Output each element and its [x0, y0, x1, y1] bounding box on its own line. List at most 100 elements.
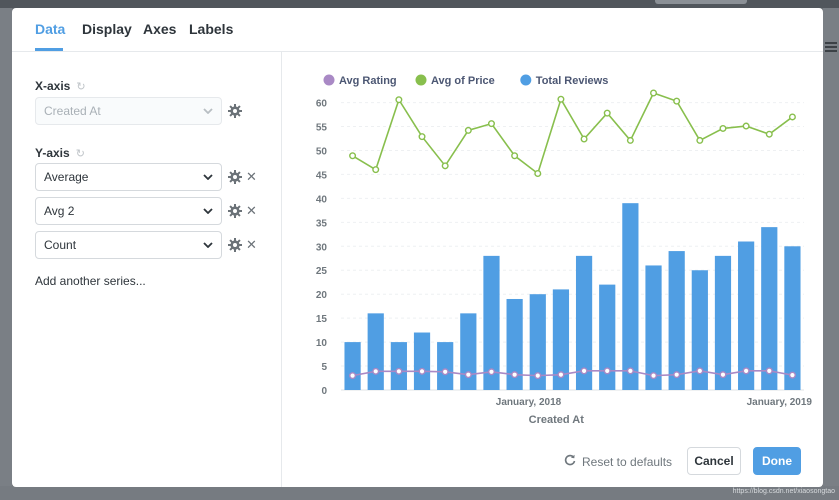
y-series-select-3[interactable]: Count [35, 231, 222, 259]
y-tick-label: 40 [316, 194, 328, 205]
backdrop-button [655, 0, 747, 4]
bar [367, 313, 384, 390]
series-point [788, 113, 796, 121]
series-point [487, 120, 495, 128]
y-tick-label: 0 [321, 386, 327, 397]
y-axis-reset-icon[interactable]: ↻ [75, 148, 85, 160]
y-series-2-remove-icon[interactable]: ✕ [246, 203, 257, 218]
x-tick-label: January, 2019 [747, 397, 813, 408]
bar [599, 284, 616, 390]
chart-preview: Avg Rating Avg of Price Total Reviews 0 5 10 1… [284, 68, 823, 438]
cancel-button[interactable]: Cancel [687, 447, 741, 475]
series-point [742, 122, 750, 130]
active-tab-indicator [35, 48, 63, 51]
x-tick-label: January, 2018 [496, 397, 562, 408]
y-tick-label: 5 [321, 362, 327, 373]
series-point [742, 367, 750, 375]
series-point [395, 367, 403, 375]
bar [344, 342, 361, 390]
series-point [349, 152, 357, 160]
series-point [349, 372, 357, 380]
y-tick-label: 50 [316, 146, 328, 157]
series-point [626, 367, 634, 375]
series-point [650, 89, 658, 97]
y-tick-label: 60 [316, 99, 328, 110]
y-tick-label: 25 [316, 266, 328, 277]
watermark-url: https://blog.csdn.net/xiaosongtao [732, 488, 835, 495]
series-point [673, 97, 681, 105]
y-series-select-2[interactable]: Avg 2 [35, 197, 222, 225]
reset-icon [564, 454, 576, 469]
y-series-3-remove-icon[interactable]: ✕ [246, 237, 257, 252]
y-tick-label: 35 [316, 218, 328, 229]
y-series-3-gear-icon[interactable] [228, 238, 242, 252]
series-point [719, 371, 727, 379]
legend-item: Avg Rating [339, 75, 397, 87]
series-point [372, 367, 380, 375]
series-point [441, 162, 449, 170]
chevron-down-icon [203, 198, 213, 224]
chevron-down-icon [203, 232, 213, 258]
y-series-select-1[interactable]: Average [35, 163, 222, 191]
chevron-down-icon [203, 98, 213, 124]
reset-to-defaults-label: Reset to defaults [582, 454, 673, 469]
series-point [418, 367, 426, 375]
tab-bar: Data Display Axes Labels [12, 8, 823, 52]
bar [390, 342, 407, 390]
series-line [352, 370, 793, 377]
series-line [352, 92, 793, 175]
y-tick-label: 10 [316, 338, 328, 349]
tab-axes[interactable]: Axes [143, 21, 177, 37]
legend-swatch [323, 74, 335, 86]
tab-data[interactable]: Data [35, 21, 66, 37]
legend-item: Avg of Price [431, 75, 495, 87]
y-axis-section: Y-axis ↻ [35, 146, 85, 160]
tab-display[interactable]: Display [82, 21, 132, 37]
series-point [696, 367, 704, 375]
x-axis-reset-icon[interactable]: ↻ [76, 81, 86, 93]
legend-swatch [520, 74, 532, 86]
y-series-select-1-value: Average [44, 170, 89, 184]
series-point [395, 96, 403, 104]
bar [413, 332, 431, 390]
bar [460, 313, 477, 390]
series-point [464, 371, 472, 379]
series-point [580, 135, 588, 143]
series-point [719, 124, 727, 132]
series-point [626, 136, 634, 144]
series-point [580, 367, 588, 375]
bar [668, 251, 685, 390]
backdrop-left [0, 8, 12, 500]
hamburger-icon [825, 42, 837, 52]
series-point [511, 371, 519, 379]
series-point [441, 368, 449, 376]
x-axis-gear-icon[interactable] [228, 104, 242, 118]
series-point [603, 367, 611, 375]
chevron-down-icon [203, 164, 213, 190]
y-axis-title: Y-axis [35, 146, 70, 160]
add-series-link[interactable]: Add another series... [35, 274, 146, 288]
series-point [534, 169, 542, 177]
y-series-1-remove-icon[interactable]: ✕ [246, 169, 257, 184]
series-point [487, 368, 495, 376]
x-axis-select[interactable]: Created At [35, 97, 222, 125]
series-point [765, 130, 773, 138]
y-tick-label: 55 [316, 123, 328, 134]
done-button[interactable]: Done [753, 447, 801, 475]
y-series-2-gear-icon[interactable] [228, 204, 242, 218]
bar [622, 203, 639, 390]
x-axis-label: Created At [529, 414, 585, 426]
series-point [372, 166, 380, 174]
legend-item: Total Reviews [536, 75, 609, 87]
y-tick-label: 30 [316, 242, 328, 253]
tab-labels[interactable]: Labels [189, 21, 234, 37]
reset-to-defaults-button[interactable]: Reset to defaults [564, 454, 672, 469]
backdrop-right [823, 8, 839, 500]
modal-footer: Reset to defaults Cancel Done [282, 443, 823, 487]
chart-settings-modal: Data Display Axes Labels X-axis ↻ Created… [12, 8, 823, 487]
series-point [418, 133, 426, 141]
y-series-1-gear-icon[interactable] [228, 170, 242, 184]
series-point [464, 126, 472, 134]
legend-swatch [415, 74, 427, 86]
chart-svg: Avg Rating Avg of Price Total Reviews 0 5 10 1… [316, 74, 813, 426]
